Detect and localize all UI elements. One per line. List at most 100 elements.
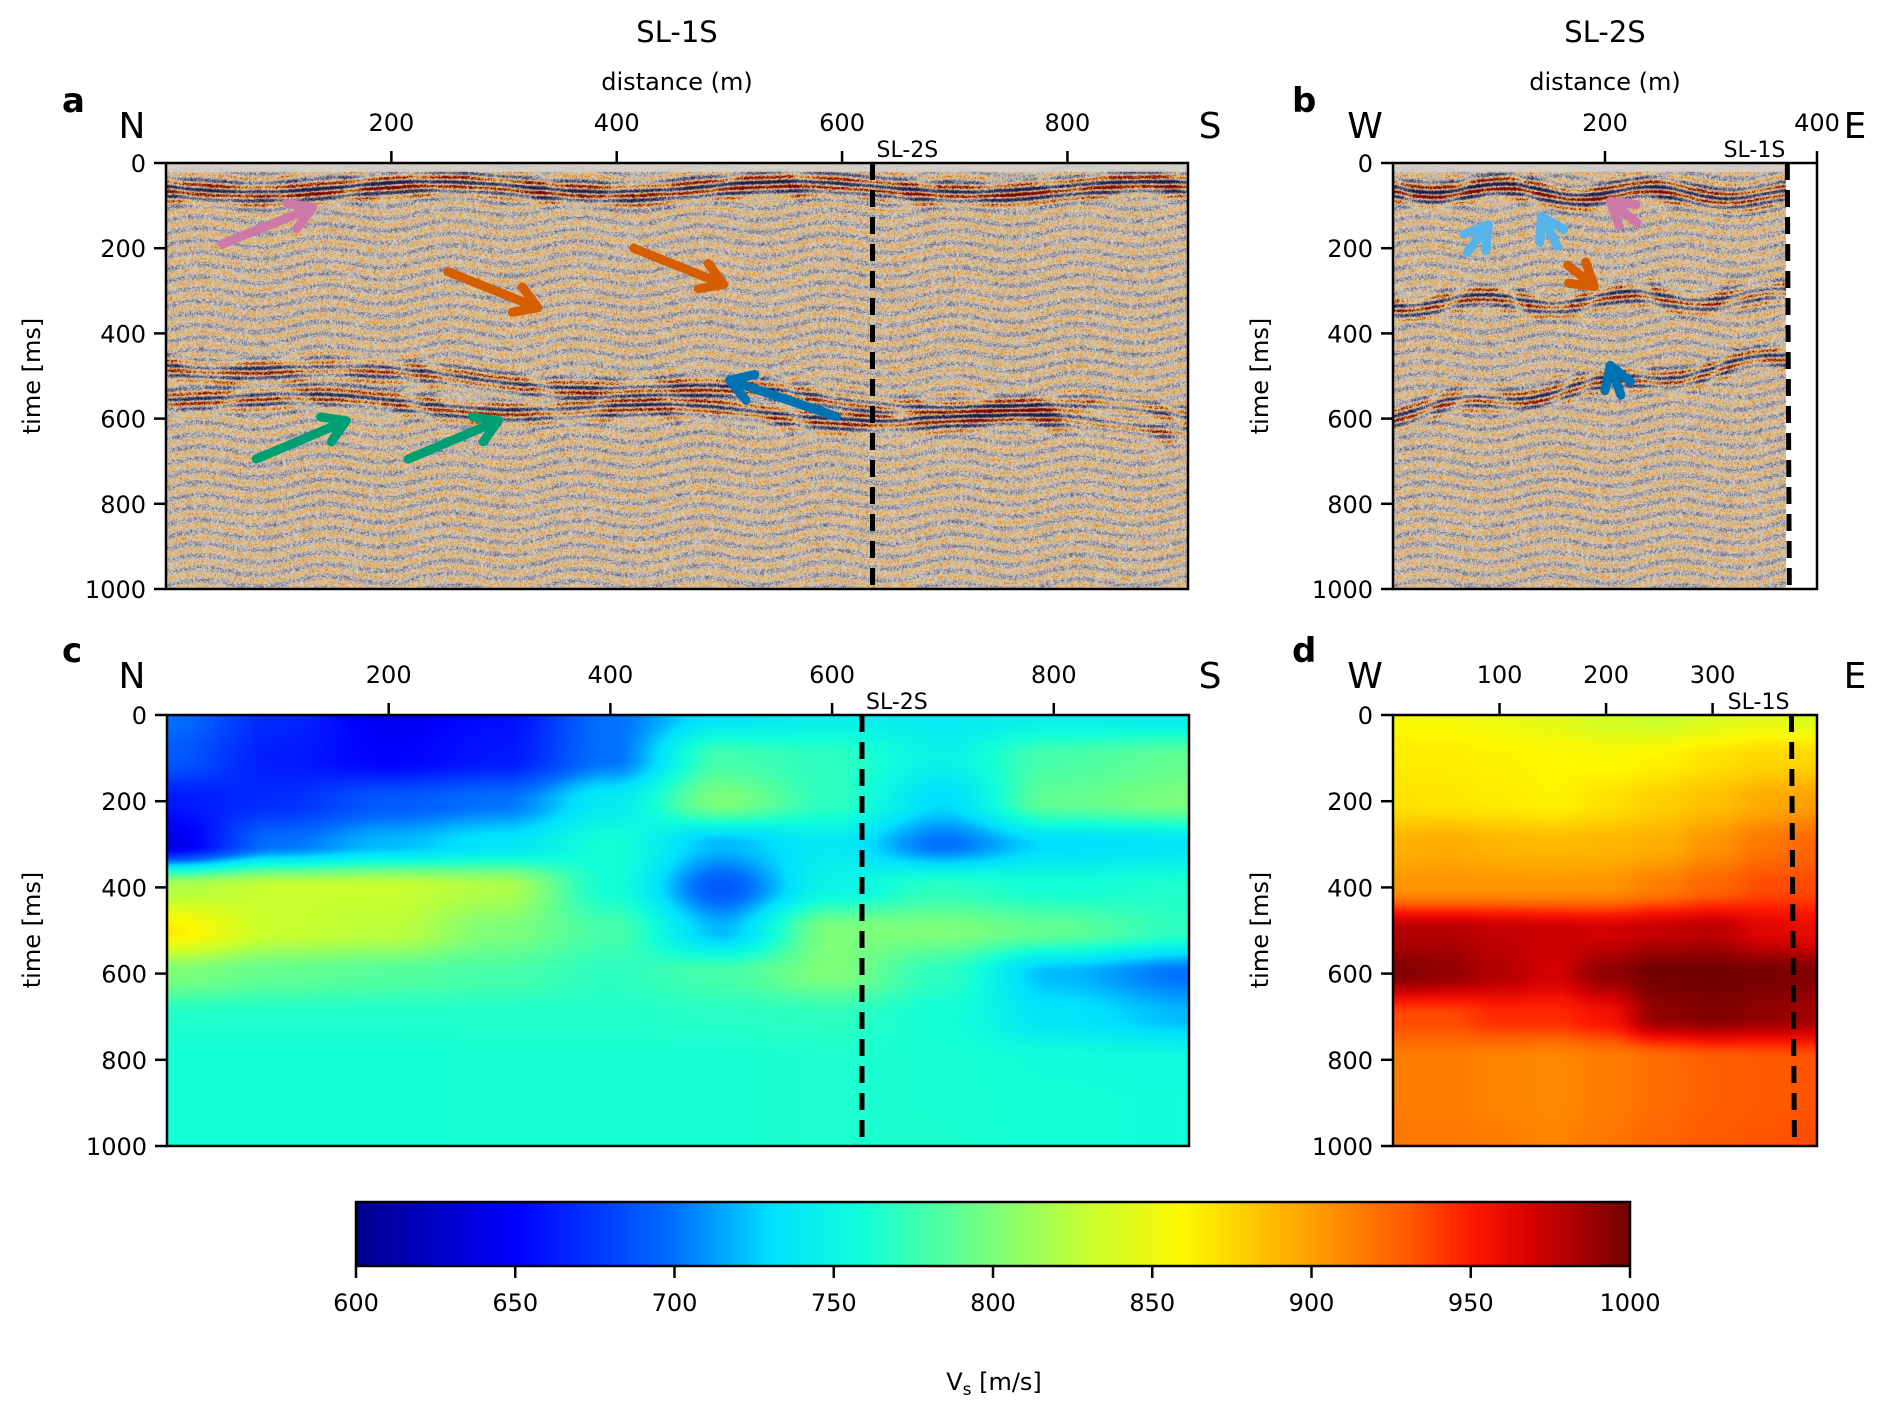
panel-b-ytick-label: 1000 [1312,576,1373,604]
arrow-head [1459,220,1493,256]
panel-d-intersection-label: SL-1S [1728,690,1790,715]
panel-c-intersection-label: SL-2S [866,690,928,715]
panel-a-axes: 0 200 400 600 800 1000 200 400 600 800 SL-2S [85,109,1190,604]
panel-d-xtick-label: 300 [1690,661,1736,689]
panel-a-ytick-label: 800 [100,491,146,519]
colorbar-label-subscript: s [963,1380,972,1400]
panel-a-arrow-green [251,412,351,464]
panel-c-ytick-label: 1000 [86,1133,147,1161]
panel-d-ylabel: time [ms] [1246,872,1274,988]
velocity-model-sl2s [1393,715,1817,1146]
colorbar-label-units: [m/s] [971,1368,1041,1396]
panel-a-arrow-pink [217,198,317,249]
panel-b-arrow-sky-blue [1459,220,1493,257]
panel-c-axes: 0 200 400 600 800 1000 200 400 600 800 SL-2S [86,661,1191,1161]
colorbar-tick-label: 750 [811,1289,857,1317]
panel-a-ytick-label: 0 [131,150,146,178]
panel-c-xtick-label: 200 [366,661,412,689]
arrow-shaft [403,418,498,464]
panel-d-frame [1391,713,1819,1148]
panel-b-xlabel: distance (m) [1529,68,1680,96]
arrow-shaft [1539,217,1562,251]
panel-b-arrow-orange [1563,257,1599,292]
panel-b-intersection-label: SL-1S [1724,138,1786,163]
panel-b-ylabel: time [ms] [1246,318,1274,434]
arrow-head [693,259,729,294]
panel-d-xtick-label: 100 [1477,661,1523,689]
panel-d-ytick-label: 0 [1358,702,1373,730]
colorbar-gradient [356,1202,1630,1266]
panel-b-arrow-blue [1600,360,1636,400]
panel-c-compass-left: N [119,656,146,697]
panel-a-ylabel: time [ms] [18,318,46,434]
panel-c-xtick-label: 400 [587,661,633,689]
colorbar-tick-label: 650 [492,1289,538,1317]
panel-c-compass-right: S [1199,656,1222,697]
panel-d-ytick-label: 200 [1327,788,1373,816]
velocity-model-sl1s [167,715,1189,1146]
panel-c-frame [165,713,1191,1148]
panel-a-xtick-label: 800 [1045,109,1091,137]
colorbar-tick-label: 850 [1129,1289,1175,1317]
panel-a-frame [164,161,1190,591]
panel-b-arrow-sky-blue [1535,211,1569,251]
panel-d-intersection-line [1788,714,1797,1147]
panel-b-compass-right: E [1844,106,1867,147]
colorbar: 600 650 700 750 800 850 900 950 1000 [333,1200,1661,1317]
panel-a-ytick-label: 200 [100,235,146,263]
panel-a-ytick-label: 600 [100,406,146,434]
panel-d-ytick-label: 600 [1327,961,1373,989]
panel-b-title: SL-2S [1564,15,1645,49]
colorbar-frame [354,1200,1632,1268]
panel-d-ytick-label: 800 [1327,1047,1373,1075]
panel-b-compass-left: W [1347,106,1383,147]
panel-c-ytick-label: 200 [101,788,147,816]
panel-b-intersection-line [1784,162,1792,590]
colorbar-label: Vs [m/s] [946,1368,1042,1400]
colorbar-tick-label: 700 [652,1289,698,1317]
panel-c-ytick-label: 600 [101,961,147,989]
colorbar-label-main: V [946,1368,963,1396]
arrow-head [724,369,760,405]
panel-a-arrow-green [403,412,503,464]
panel-d-compass-right: E [1844,656,1867,697]
colorbar-tick-label: 1000 [1599,1289,1660,1317]
panel-c-letter: c [62,631,82,671]
arrow-shaft [1610,200,1642,228]
panel-a-title: SL-1S [636,15,717,49]
panel-a-compass-right: S [1199,106,1222,147]
panel-d-ytick-label: 400 [1327,874,1373,902]
panel-b-xtick-label: 200 [1582,109,1628,137]
arrow-shaft [629,243,723,287]
panel-b-ytick-label: 400 [1327,320,1373,348]
colorbar-tick-label: 800 [970,1289,1016,1317]
arrow-shaft [1607,366,1626,400]
arrow-shaft [730,377,841,421]
panel-c-ytick-label: 0 [132,702,147,730]
panel-a-ytick-label: 1000 [85,576,146,604]
colorbar-tick-label: 950 [1448,1289,1494,1317]
arrow-shaft [1462,225,1490,257]
arrow-shaft [1563,260,1595,288]
arrow-shaft [217,205,312,249]
panel-a-intersection-label: SL-2S [876,138,938,163]
panel-a-arrow-blue [724,369,841,421]
panel-a-arrow-orange [443,267,543,317]
panel-c-xtick-label: 600 [809,661,855,689]
panel-a-xtick-label: 200 [368,109,414,137]
panel-b-letter: b [1292,81,1316,121]
panel-c-ytick-label: 400 [101,874,147,902]
colorbar-tick-label: 600 [333,1289,379,1317]
panel-b-ytick-label: 600 [1327,406,1373,434]
panel-a-xtick-label: 400 [594,109,640,137]
panel-d-compass-left: W [1347,656,1383,697]
arrow-head [282,198,317,234]
panel-b-arrow-pink [1605,196,1642,231]
arrow-shaft [443,267,537,311]
panel-a-arrow-orange [629,243,729,294]
panel-b-ytick-label: 0 [1358,150,1373,178]
arrow-head [1564,257,1599,292]
panel-d-xtick-label: 200 [1583,661,1629,689]
panel-b-ytick-label: 800 [1327,491,1373,519]
